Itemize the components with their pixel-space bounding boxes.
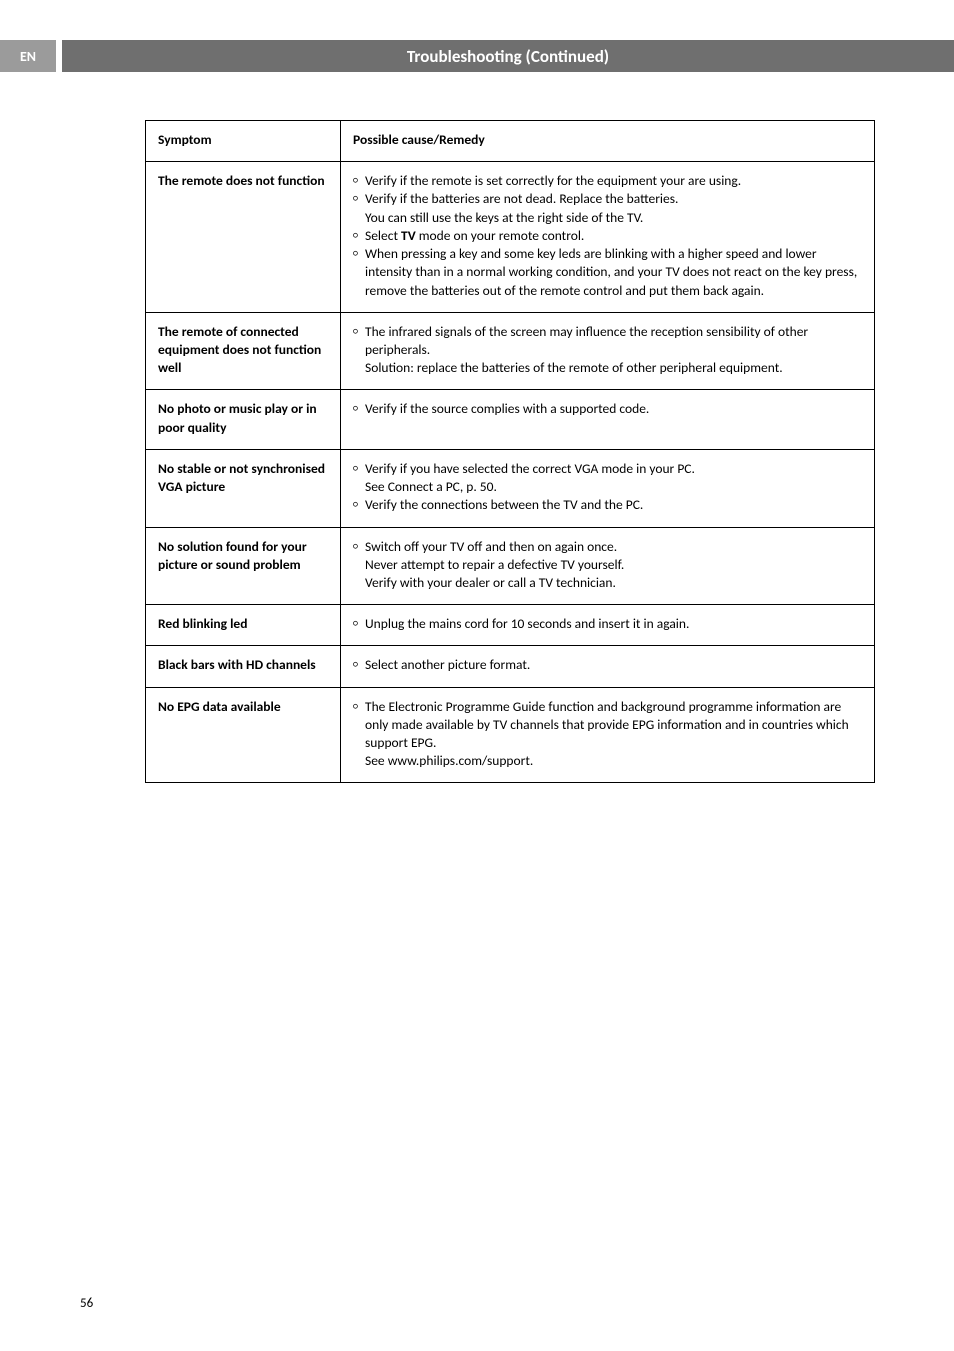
remedy-list: The infrared signals of the screen may i… xyxy=(353,323,862,378)
troubleshooting-table: Symptom Possible cause/Remedy The remote… xyxy=(145,120,875,783)
remedy-list: Verify if you have selected the correct … xyxy=(353,460,862,515)
remedy-item: Select TV mode on your remote control. xyxy=(353,227,862,245)
remedy-item: Verify if you have selected the correct … xyxy=(353,460,862,496)
table-row: Red blinking led Unplug the mains cord fo… xyxy=(146,605,875,646)
remedy-item: The infrared signals of the screen may i… xyxy=(353,323,862,378)
table-row: No solution found for your picture or so… xyxy=(146,527,875,605)
table-header-row: Symptom Possible cause/Remedy xyxy=(146,121,875,162)
table-row: No photo or music play or in poor qualit… xyxy=(146,390,875,449)
remedy-cell: The Electronic Programme Guide function … xyxy=(341,687,875,783)
symptom-cell: Black bars with HD channels xyxy=(146,646,341,687)
remedy-subtext: Verify with your dealer or call a TV tec… xyxy=(365,574,862,592)
remedy-list: Unplug the mains cord for 10 seconds and… xyxy=(353,615,862,633)
remedy-item: Switch off your TV off and then on again… xyxy=(353,538,862,593)
header-symptom: Symptom xyxy=(146,121,341,162)
remedy-subtext: You can still use the keys at the right … xyxy=(365,209,862,227)
symptom-cell: Red blinking led xyxy=(146,605,341,646)
table-body: The remote does not function Verify if th… xyxy=(146,162,875,783)
remedy-cell: Verify if you have selected the correct … xyxy=(341,449,875,527)
remedy-subtext: Solution: replace the batteries of the r… xyxy=(365,359,862,377)
remedy-item: Verify if the batteries are not dead. Re… xyxy=(353,190,862,226)
remedy-item: Verify if the source complies with a sup… xyxy=(353,400,862,418)
remedy-item: The Electronic Programme Guide function … xyxy=(353,698,862,771)
remedy-cell: Select another picture format. xyxy=(341,646,875,687)
symptom-cell: The remote does not function xyxy=(146,162,341,313)
page-title-bar: Troubleshooting (Continued) xyxy=(62,40,954,72)
remedy-list: Verify if the remote is set correctly fo… xyxy=(353,172,862,300)
remedy-list: Verify if the source complies with a sup… xyxy=(353,400,862,418)
remedy-list: Switch off your TV off and then on again… xyxy=(353,538,862,593)
content-area: Symptom Possible cause/Remedy The remote… xyxy=(0,72,954,783)
remedy-item: Verify the connections between the TV an… xyxy=(353,496,862,514)
remedy-list: Select another picture format. xyxy=(353,656,862,674)
remedy-subtext: See Connect a PC, p. 50. xyxy=(365,478,862,496)
symptom-cell: No EPG data available xyxy=(146,687,341,783)
remedy-item: Unplug the mains cord for 10 seconds and… xyxy=(353,615,862,633)
page: EN Troubleshooting (Continued) Symptom P… xyxy=(0,0,954,1351)
table-row: The remote does not function Verify if th… xyxy=(146,162,875,313)
symptom-cell: No solution found for your picture or so… xyxy=(146,527,341,605)
language-label: EN xyxy=(20,48,36,65)
remedy-item: Verify if the remote is set correctly fo… xyxy=(353,172,862,190)
table-row: The remote of connected equipment does n… xyxy=(146,312,875,390)
remedy-cell: The infrared signals of the screen may i… xyxy=(341,312,875,390)
symptom-cell: No photo or music play or in poor qualit… xyxy=(146,390,341,449)
remedy-cell: Verify if the source complies with a sup… xyxy=(341,390,875,449)
remedy-subtext: Never attempt to repair a defective TV y… xyxy=(365,556,862,574)
remedy-list: The Electronic Programme Guide function … xyxy=(353,698,862,771)
header-row: EN Troubleshooting (Continued) xyxy=(0,40,954,72)
remedy-cell: Verify if the remote is set correctly fo… xyxy=(341,162,875,313)
remedy-cell: Switch off your TV off and then on again… xyxy=(341,527,875,605)
header-remedy: Possible cause/Remedy xyxy=(341,121,875,162)
table-row: No EPG data availableThe Electronic Prog… xyxy=(146,687,875,783)
remedy-item: Select another picture format. xyxy=(353,656,862,674)
page-title: Troubleshooting (Continued) xyxy=(407,46,609,67)
table-row: No stable or not synchronised VGA pictur… xyxy=(146,449,875,527)
remedy-item: When pressing a key and some key leds ar… xyxy=(353,245,862,300)
table-row: Black bars with HD channels Select anothe… xyxy=(146,646,875,687)
page-number: 56 xyxy=(80,1296,93,1311)
remedy-subtext: See www.philips.com/support. xyxy=(365,752,862,770)
language-tab: EN xyxy=(0,40,56,72)
symptom-cell: The remote of connected equipment does n… xyxy=(146,312,341,390)
symptom-cell: No stable or not synchronised VGA pictur… xyxy=(146,449,341,527)
remedy-cell: Unplug the mains cord for 10 seconds and… xyxy=(341,605,875,646)
